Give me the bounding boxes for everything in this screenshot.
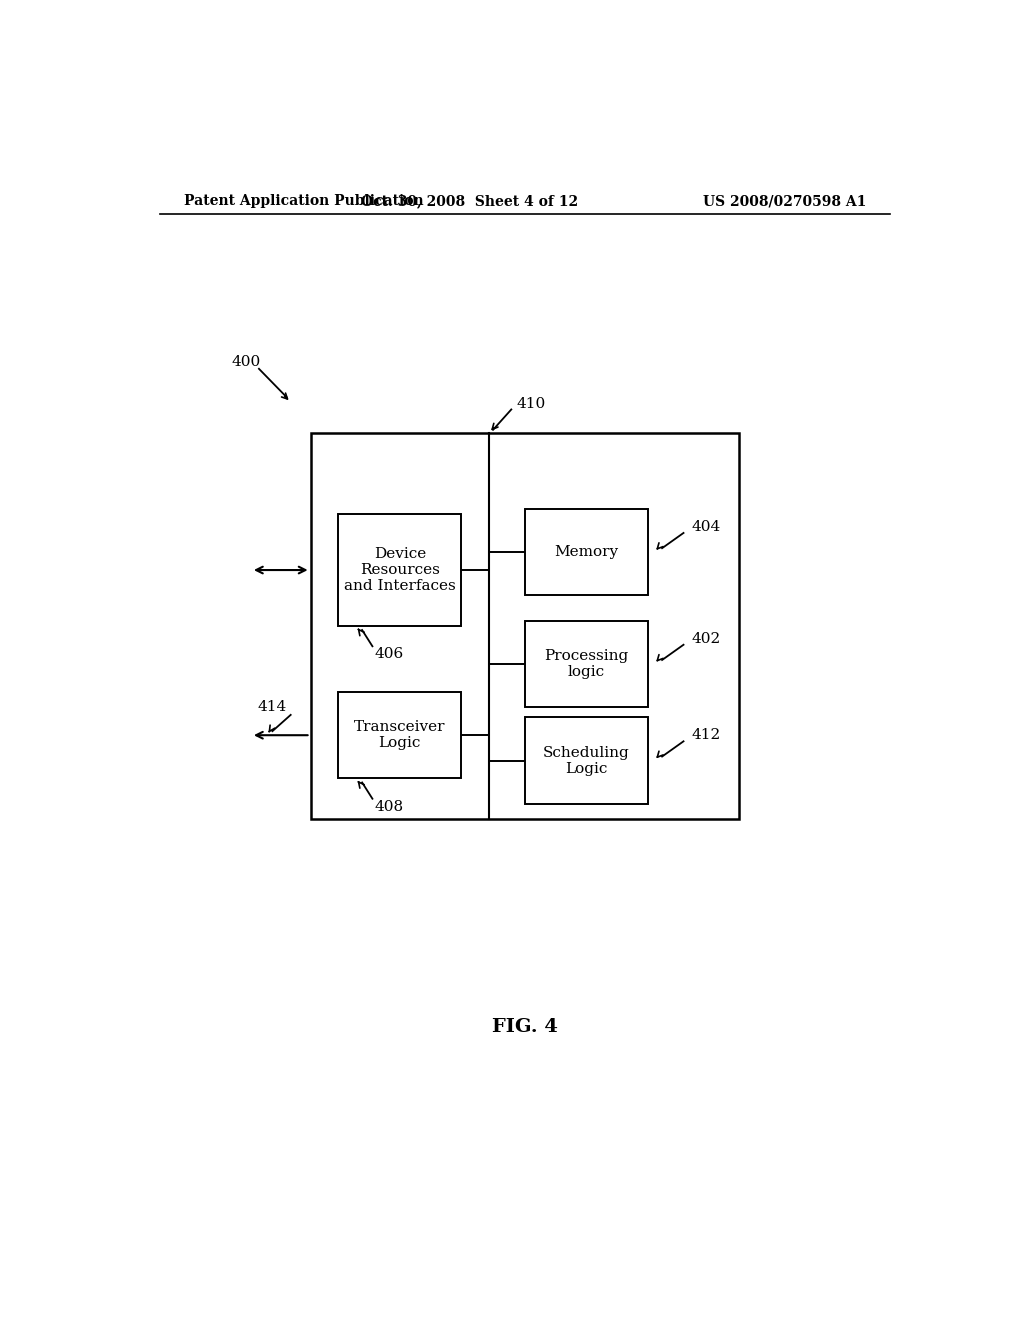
Text: Patent Application Publication: Patent Application Publication [183,194,423,209]
Text: FIG. 4: FIG. 4 [492,1019,558,1036]
Text: 404: 404 [691,520,721,533]
Text: Processing
logic: Processing logic [544,649,629,680]
Text: 402: 402 [691,632,721,645]
Bar [338,692,462,779]
Text: Memory: Memory [554,545,618,560]
Text: Device
Resources
and Interfaces: Device Resources and Interfaces [344,546,456,593]
Text: 408: 408 [374,800,403,814]
Bar [310,433,739,818]
Text: 406: 406 [374,647,403,661]
Text: Scheduling
Logic: Scheduling Logic [543,746,630,776]
Text: 400: 400 [231,355,260,368]
Bar [524,718,648,804]
Text: 412: 412 [691,729,721,742]
Text: 410: 410 [517,397,546,412]
Text: Oct. 30, 2008  Sheet 4 of 12: Oct. 30, 2008 Sheet 4 of 12 [360,194,578,209]
Text: Transceiver
Logic: Transceiver Logic [354,721,445,750]
Bar [524,620,648,708]
Bar [338,513,462,626]
Text: US 2008/0270598 A1: US 2008/0270598 A1 [702,194,866,209]
Text: 414: 414 [257,700,287,714]
Bar [524,510,648,595]
